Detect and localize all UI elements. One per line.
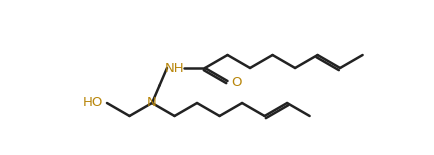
- Text: O: O: [231, 75, 241, 89]
- Text: NH: NH: [165, 62, 184, 75]
- Text: N: N: [147, 97, 157, 109]
- Text: HO: HO: [82, 97, 103, 109]
